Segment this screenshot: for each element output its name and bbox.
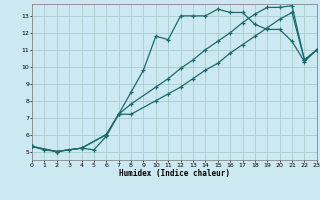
X-axis label: Humidex (Indice chaleur): Humidex (Indice chaleur) — [119, 169, 230, 178]
